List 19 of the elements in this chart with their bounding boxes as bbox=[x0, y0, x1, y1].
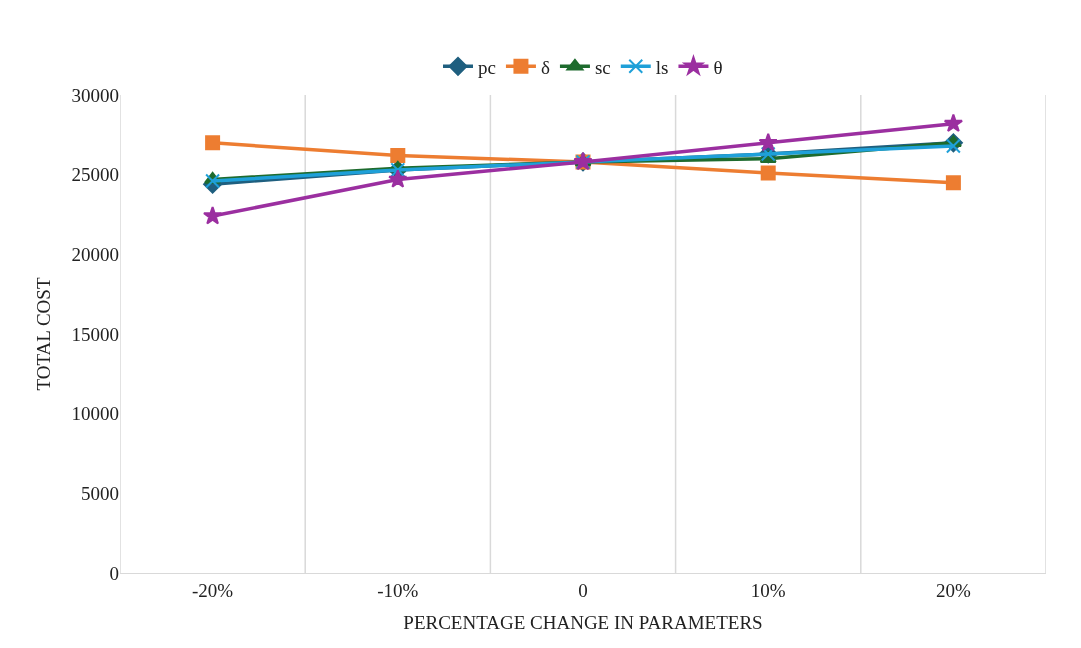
y-tick-label: 30000 bbox=[71, 84, 119, 106]
x-axis-title: PERCENTAGE CHANGE IN PARAMETERS bbox=[403, 611, 763, 633]
legend-label: sc bbox=[594, 56, 611, 78]
y-tick-label: 15000 bbox=[71, 323, 119, 345]
y-tick-label: 10000 bbox=[71, 403, 119, 425]
legend-label: θ bbox=[713, 56, 723, 78]
legend-label: pc bbox=[478, 56, 496, 78]
x-tick-label: 10% bbox=[750, 579, 786, 601]
y-tick-label: 20000 bbox=[71, 243, 119, 265]
legend-label: δ bbox=[540, 56, 550, 78]
x-tick-label: 0 bbox=[578, 579, 588, 601]
x-tick-label: 20% bbox=[935, 579, 971, 601]
y-tick-label: 0 bbox=[109, 562, 119, 584]
x-tick-label: -20% bbox=[192, 579, 234, 601]
y-tick-label: 25000 bbox=[71, 164, 119, 186]
x-tick-label: -10% bbox=[377, 579, 419, 601]
legend-label: ls bbox=[655, 56, 669, 78]
y-axis-title: TOTAL COST bbox=[33, 277, 55, 391]
y-tick-label: 5000 bbox=[81, 482, 119, 504]
